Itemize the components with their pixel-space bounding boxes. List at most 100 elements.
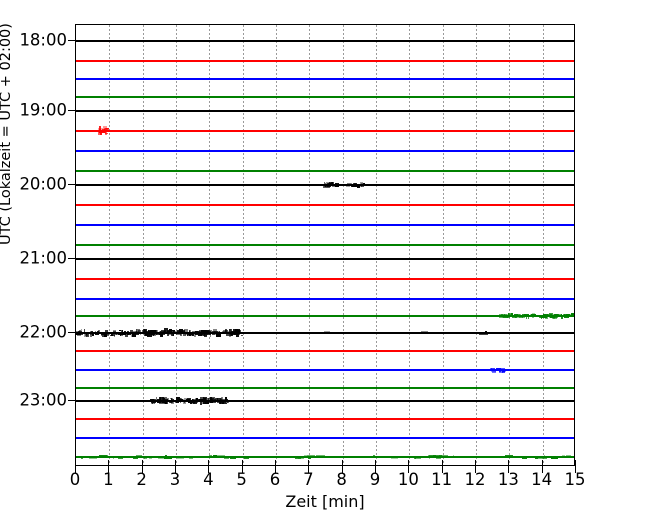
trace-noise-segment [409, 387, 415, 389]
trace-noise-segment [206, 40, 216, 42]
trace-noise-segment [411, 298, 420, 300]
trace-noise-segment [232, 150, 236, 152]
trace-noise-segment [451, 96, 455, 98]
trace-noise-segment [253, 111, 261, 113]
trace-noise-segment [348, 110, 353, 112]
trace-noise-segment [360, 171, 366, 172]
trace-noise-segment [336, 130, 346, 132]
trace-noise-segment [554, 314, 558, 316]
trace-noise-segment [112, 184, 122, 186]
trace-noise-segment [191, 169, 197, 172]
trace-noise-segment [175, 315, 181, 317]
trace-noise-segment [170, 110, 181, 112]
trace-noise-segment [372, 40, 382, 42]
trace-noise-segment [121, 130, 129, 132]
trace-noise-segment [395, 184, 405, 186]
trace-noise-segment [262, 130, 272, 132]
trace-noise-segment [218, 95, 222, 98]
trace-noise-segment [505, 109, 514, 111]
trace-noise-segment [446, 387, 455, 389]
trace-noise-segment [384, 150, 388, 152]
trace-noise-segment [121, 109, 128, 112]
trace-noise-segment [562, 332, 566, 334]
trace-noise-segment [555, 170, 565, 173]
trace-noise-segment [139, 258, 141, 261]
trace-noise-segment [267, 350, 275, 352]
trace-noise-segment [525, 244, 535, 246]
trace-noise-segment [504, 387, 506, 389]
trace-noise-segment [542, 184, 551, 186]
trace-noise-segment [334, 110, 340, 112]
trace-noise-segment [113, 130, 122, 132]
trace-noise-segment [78, 170, 84, 172]
trace-noise-segment [552, 369, 556, 371]
trace-noise-segment [516, 39, 518, 42]
trace-noise-segment [450, 204, 455, 206]
trace-noise-segment [215, 40, 221, 43]
trace-noise-segment [145, 110, 154, 113]
trace-noise-segment [178, 96, 188, 98]
trace-noise-segment [341, 130, 348, 132]
trace-noise-segment [78, 184, 88, 186]
trace-noise-segment [356, 130, 358, 132]
trace-noise-segment [332, 78, 340, 80]
trace-noise-segment [424, 204, 426, 206]
trace-noise-segment [198, 40, 208, 42]
trace-noise-segment [271, 204, 274, 206]
trace-noise-segment [331, 350, 335, 352]
trace-noise-segment [275, 110, 285, 112]
trace-noise-segment [173, 169, 180, 172]
trace-noise-segment [230, 258, 234, 260]
trace-noise-segment [450, 78, 453, 80]
trace-noise-segment [349, 78, 358, 80]
trace-noise-segment [230, 204, 234, 206]
trace-noise-segment [541, 150, 543, 152]
trace-noise-segment [364, 130, 370, 132]
trace-noise-segment [343, 96, 346, 98]
trace-noise-segment [512, 170, 516, 173]
trace-noise-segment [354, 170, 361, 172]
trace-noise-segment [453, 40, 458, 42]
trace-noise-segment [563, 184, 569, 186]
trace-noise-segment [470, 96, 472, 98]
trace-noise-segment [533, 350, 539, 352]
trace-noise-segment [317, 96, 321, 98]
trace-noise-segment [187, 350, 192, 352]
trace-noise-segment [305, 130, 309, 132]
trace-noise-segment [354, 78, 358, 80]
trace-noise-segment [357, 130, 360, 132]
trace-noise-segment [566, 109, 574, 112]
trace-noise-segment [386, 150, 397, 152]
trace-noise-segment [127, 40, 132, 42]
trace-noise-segment [399, 171, 406, 172]
trace-noise-segment [183, 184, 185, 186]
trace-noise-segment [308, 170, 316, 172]
trace-noise-segment [307, 204, 315, 206]
trace-noise-segment [193, 109, 195, 111]
trace-noise-segment [522, 109, 531, 112]
trace-noise-segment [195, 331, 199, 335]
trace-noise-segment [460, 170, 466, 172]
trace-noise-segment [155, 350, 159, 352]
trace-noise-segment [503, 350, 510, 352]
trace-noise-segment [161, 40, 165, 42]
trace-noise-segment [284, 332, 294, 334]
trace-noise-segment [195, 369, 202, 371]
trace-noise-segment [480, 369, 489, 371]
trace-noise-segment [530, 96, 536, 98]
trace-noise-segment [200, 78, 209, 80]
trace-noise-segment [216, 110, 226, 112]
trace-noise-segment [497, 96, 501, 98]
trace-noise-segment [260, 258, 262, 260]
trace-noise-segment [465, 184, 472, 185]
trace-noise-segment [221, 130, 229, 132]
trace-noise-segment [392, 170, 398, 172]
trace-noise-segment [500, 368, 502, 372]
trace-noise-segment [438, 184, 443, 186]
trace-noise-segment [549, 41, 557, 42]
trace-noise-segment [458, 332, 460, 334]
trace-noise-segment [496, 170, 501, 172]
trace-noise-segment [540, 78, 545, 80]
trace-noise-segment [482, 78, 484, 80]
trace-noise-segment [315, 204, 319, 206]
